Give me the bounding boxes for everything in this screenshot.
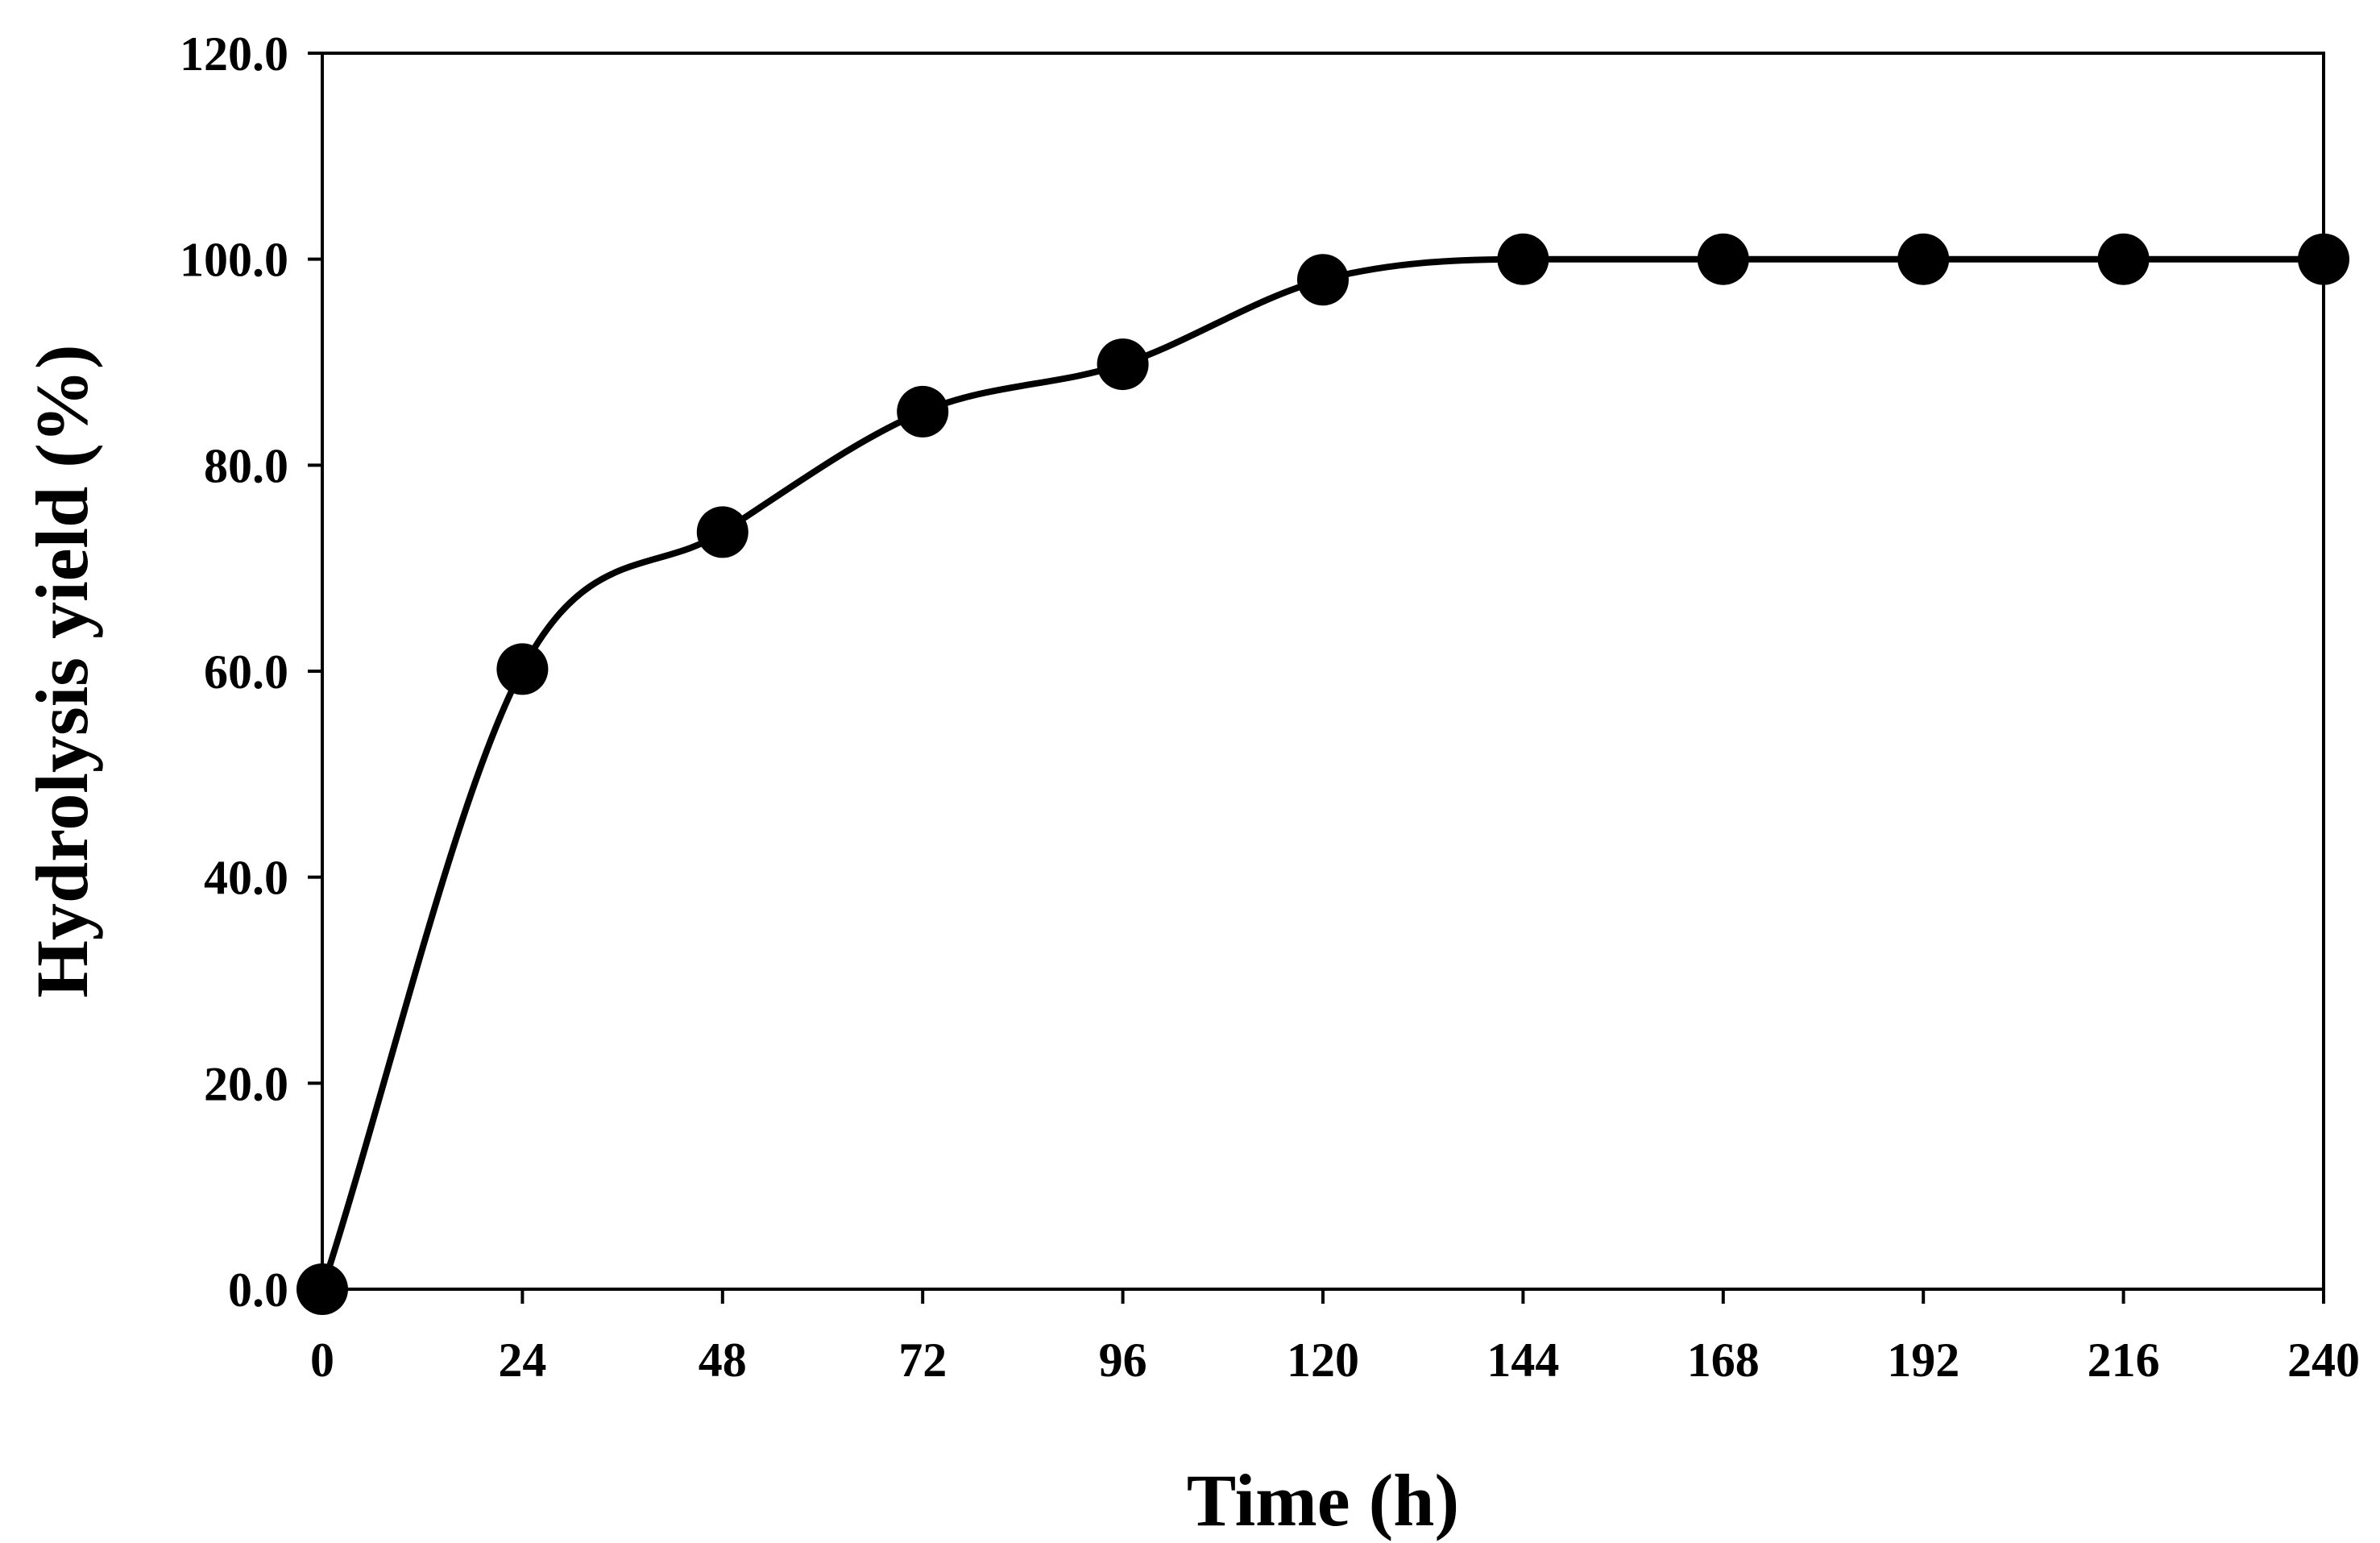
x-axis-title: Time (h) xyxy=(1187,1459,1459,1541)
data-point xyxy=(1097,338,1149,391)
data-point xyxy=(1297,254,1349,306)
x-axis-ticks: 0 24 48 72 96 120 144 168 192 216 240 xyxy=(310,1289,2360,1387)
x-tick-label: 0 xyxy=(310,1334,334,1387)
x-tick-label: 192 xyxy=(1887,1334,1959,1387)
series-line-hydrolysis-yield xyxy=(319,255,2327,1292)
data-point xyxy=(897,385,949,438)
x-tick-label: 168 xyxy=(1687,1334,1760,1387)
x-tick-label: 240 xyxy=(2287,1334,2360,1387)
x-tick-label: 96 xyxy=(1099,1334,1147,1387)
data-point xyxy=(496,643,549,695)
x-tick-label: 144 xyxy=(1486,1334,1559,1387)
x-tick-label: 24 xyxy=(498,1334,546,1387)
x-tick-label: 72 xyxy=(898,1334,947,1387)
data-point xyxy=(2097,233,2150,285)
data-point xyxy=(2298,233,2349,285)
data-point-markers xyxy=(296,233,2349,1315)
y-tick-label: 60.0 xyxy=(204,645,288,699)
y-tick-label: 40.0 xyxy=(204,852,288,905)
plot-frame xyxy=(321,52,2325,1291)
x-tick-label: 216 xyxy=(2088,1334,2160,1387)
data-point xyxy=(1697,233,1749,285)
data-point xyxy=(696,506,748,558)
y-axis-ticks: 0.0 20.0 40.0 60.0 80.0 100.0 120.0 xyxy=(180,27,322,1317)
y-tick-label: 0.0 xyxy=(228,1263,288,1317)
data-point xyxy=(296,1263,348,1315)
y-tick-label: 100.0 xyxy=(180,234,288,287)
x-tick-label: 120 xyxy=(1287,1334,1359,1387)
x-tick-label: 48 xyxy=(699,1334,747,1387)
y-tick-label: 80.0 xyxy=(204,439,288,492)
y-tick-label: 120.0 xyxy=(180,27,288,81)
y-axis-title: Hydrolysis yield (%) xyxy=(21,344,103,998)
data-point xyxy=(1497,233,1549,285)
y-tick-label: 20.0 xyxy=(204,1057,288,1110)
data-point xyxy=(1897,233,1950,285)
